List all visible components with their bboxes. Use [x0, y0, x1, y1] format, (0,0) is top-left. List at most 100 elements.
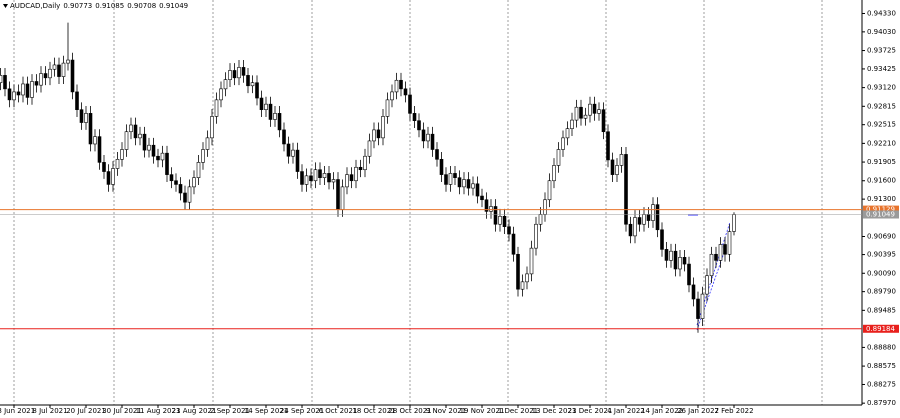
candle-body	[637, 217, 642, 225]
y-tick-label: 0.93120	[867, 84, 896, 92]
x-tick-label: 26 Jan 2022	[677, 407, 719, 415]
candle-body	[619, 154, 624, 166]
candle-body	[250, 82, 255, 87]
y-tick-label: 0.91300	[867, 195, 896, 203]
candle-body	[196, 162, 201, 178]
candle-body	[430, 133, 435, 150]
candle-body	[507, 226, 511, 235]
candle-body	[30, 81, 34, 98]
candles	[0, 22, 736, 333]
candle-body	[79, 109, 84, 123]
x-tick-label: 28 Jun 2021	[0, 407, 35, 415]
candle-body	[70, 59, 75, 93]
candle-body	[381, 116, 385, 139]
candle-body	[133, 124, 138, 139]
candle-body	[124, 131, 129, 150]
x-tick-label: 23 Dec 2021	[568, 407, 613, 415]
candle-body	[547, 180, 552, 201]
candle-body	[372, 129, 376, 142]
x-tick-label: 11 Aug 2021	[136, 407, 181, 415]
candle-body	[354, 166, 358, 182]
x-tick-label: 6 Oct 2021	[319, 407, 358, 415]
candle-body	[633, 217, 637, 237]
candle-body	[111, 168, 115, 185]
candle-body	[331, 179, 336, 183]
candle-body	[583, 114, 588, 119]
y-tick-label: 0.91905	[867, 158, 896, 166]
y-tick-label: 0.90395	[867, 251, 896, 259]
candle-body	[52, 64, 57, 70]
symbol: AUDCAD,Daily 0.90773 0.91085 0.90708 0.91049	[10, 2, 188, 10]
candle-body	[304, 175, 309, 185]
candle-body	[88, 113, 93, 145]
y-tick-label: 0.93425	[867, 65, 896, 73]
candle-body	[412, 113, 417, 122]
candle-body	[264, 103, 268, 110]
x-tick-label: 20 Jul 2021	[66, 407, 106, 415]
candle-body	[723, 244, 727, 255]
candle-body	[718, 244, 723, 261]
candle-body	[516, 253, 520, 290]
candle-body	[336, 179, 340, 210]
candle-body	[174, 180, 178, 185]
y-tick-label: 0.92815	[867, 102, 896, 110]
candle-body	[300, 171, 304, 185]
candle-body	[502, 215, 507, 228]
candle-body	[421, 129, 426, 142]
candle-body	[529, 247, 534, 275]
candle-body	[727, 231, 732, 255]
candle-body	[700, 293, 705, 319]
candle-body	[484, 199, 489, 212]
ohlc-low: 0.90708	[127, 2, 156, 10]
candle-body	[714, 253, 718, 261]
candle-body	[318, 169, 322, 178]
candle-body	[655, 204, 660, 231]
candle-body	[151, 144, 156, 157]
y-tick-label: 0.93725	[867, 47, 896, 55]
candle-body	[489, 206, 493, 212]
candle-body	[358, 166, 363, 171]
candle-body	[678, 257, 682, 270]
candle-body	[106, 171, 111, 185]
candle-body	[61, 62, 66, 77]
candle-body	[615, 165, 619, 175]
x-tick-label: 23 Aug 2021	[172, 407, 217, 415]
y-tick-label: 0.88880	[867, 343, 896, 351]
candle-body	[165, 152, 169, 175]
candle-body	[241, 67, 246, 76]
candle-body	[538, 214, 543, 225]
candle-body	[457, 177, 462, 188]
candle-body	[570, 119, 574, 129]
candle-body	[313, 169, 318, 182]
candle-body	[543, 199, 547, 215]
x-tick-label: 9 Nov 2021	[426, 407, 466, 415]
candle-body	[34, 81, 39, 86]
candle-body	[705, 275, 709, 295]
candle-body	[169, 174, 174, 182]
candle-body	[448, 173, 453, 185]
header: AUDCAD,Daily 0.90773 0.91085 0.90708 0.91049	[3, 2, 188, 10]
x-tick-label: 8 Jul 2021	[32, 407, 67, 415]
candle-body	[295, 149, 300, 172]
candle-body	[691, 284, 696, 300]
candle-body	[156, 155, 160, 161]
candle-body	[363, 155, 367, 171]
level-label-box	[863, 324, 899, 333]
candle-body	[246, 75, 250, 87]
candle-body	[3, 75, 7, 90]
candle-body	[646, 214, 651, 221]
candle-body	[349, 174, 354, 182]
candle-body	[129, 124, 133, 133]
y-tick-label: 0.90090	[867, 269, 896, 277]
candle-body	[462, 179, 466, 188]
x-tick-label: 2 Sep 2021	[210, 407, 250, 415]
candle-body	[592, 103, 597, 114]
y-tick-label: 0.94330	[867, 9, 896, 17]
y-tick-label: 0.87970	[867, 399, 896, 407]
candle-body	[673, 250, 678, 270]
candle-body	[16, 91, 21, 96]
candle-body	[444, 174, 448, 185]
candle-body	[426, 133, 430, 142]
y-tick-label: 0.94030	[867, 28, 896, 36]
